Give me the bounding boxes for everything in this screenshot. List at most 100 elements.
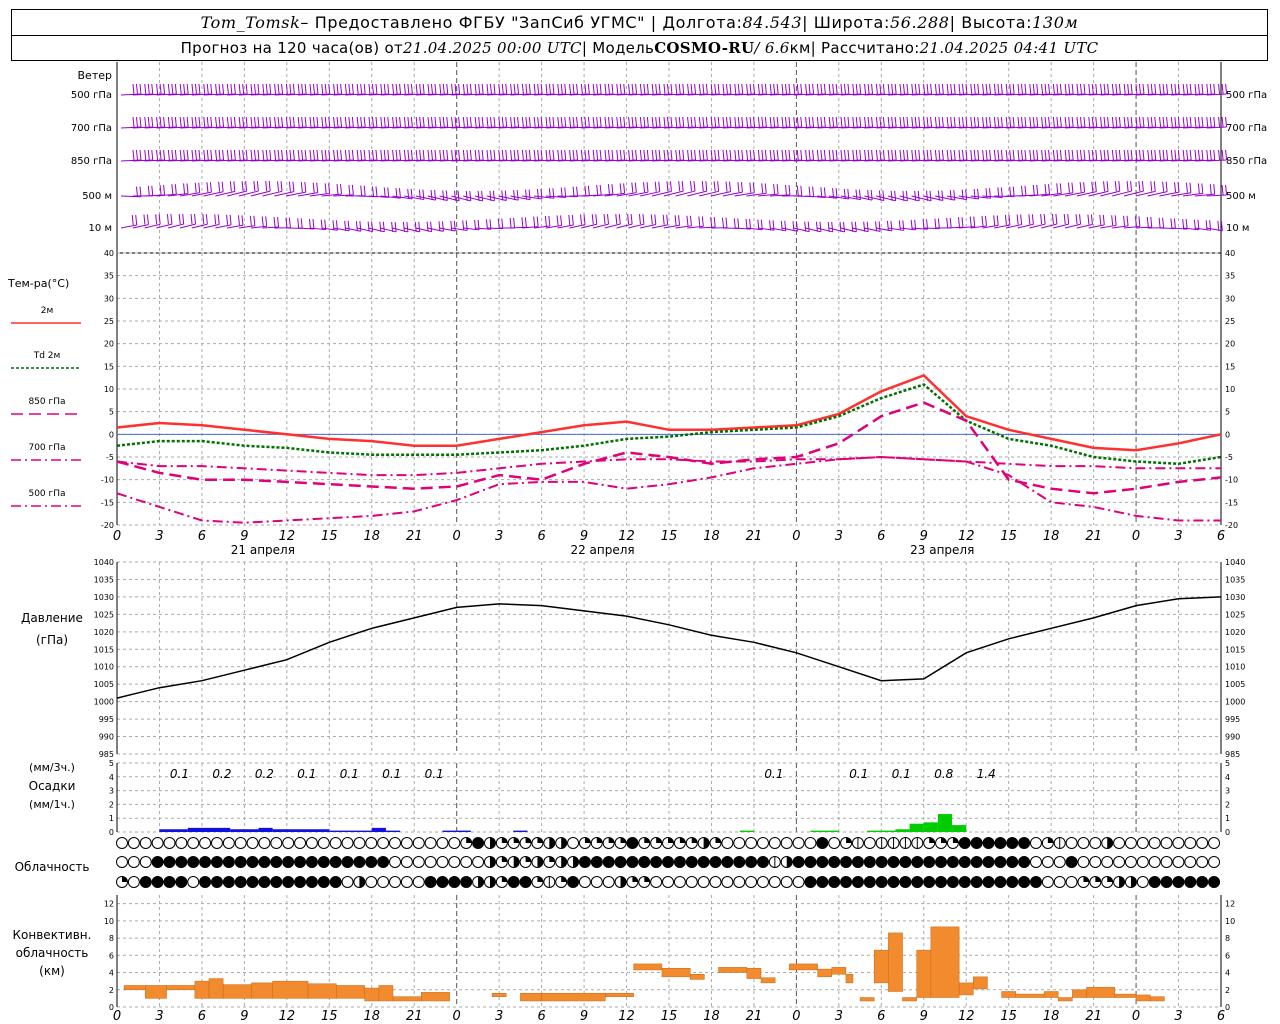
wind-barb-flag bbox=[1213, 184, 1216, 195]
wind-barb bbox=[1088, 190, 1109, 197]
wind-barb-flag bbox=[198, 149, 201, 161]
wind-barb-flag bbox=[1194, 116, 1197, 128]
wind-barb-flag bbox=[297, 116, 300, 128]
conv-x-tick: 18 bbox=[703, 1009, 720, 1024]
legend-label: 500 гПа bbox=[28, 489, 65, 499]
wind-barb-flag bbox=[1159, 83, 1162, 95]
wind-barb-flag bbox=[469, 149, 472, 161]
wind-barb-flag bbox=[262, 116, 265, 128]
wind-barb-flag bbox=[1064, 149, 1067, 161]
wind-barb-flag bbox=[1162, 217, 1165, 228]
cloud-symbol bbox=[400, 856, 413, 868]
wind-barb-flag bbox=[823, 83, 826, 95]
wind-barb-flag bbox=[297, 149, 300, 161]
wind-barb-flag bbox=[1197, 83, 1200, 95]
wind-barb-flag bbox=[937, 190, 940, 201]
precip-label: 0.1 bbox=[340, 767, 359, 781]
conv-ylabel: облачность bbox=[16, 946, 89, 960]
wind-barb-flag bbox=[194, 182, 197, 193]
wind-barb-flag bbox=[481, 83, 484, 95]
wind-barb-flag bbox=[465, 190, 468, 201]
wind-barb-flag bbox=[489, 83, 492, 95]
wind-barb bbox=[404, 126, 425, 129]
wind-barb-flag bbox=[245, 149, 248, 161]
wind-barb-flag bbox=[324, 116, 327, 128]
wind-barb-flag bbox=[784, 116, 787, 128]
wind-barb bbox=[1112, 225, 1129, 229]
conv-tick-left: 10 bbox=[104, 917, 114, 926]
wind-barb-flag bbox=[131, 214, 134, 226]
convective-bar bbox=[873, 949, 889, 984]
wind-barb-flag bbox=[528, 189, 531, 200]
convective-bar bbox=[689, 974, 705, 980]
wind-barb-flag bbox=[265, 216, 268, 227]
wind-barb-flag bbox=[864, 116, 867, 128]
wind-barb-flag bbox=[203, 116, 206, 128]
wind-barb-flag bbox=[462, 149, 465, 161]
cloud-symbol-fill bbox=[804, 876, 816, 888]
wind-barb-flag bbox=[422, 83, 425, 95]
wind-barb-flag bbox=[1000, 116, 1003, 128]
wind-barb bbox=[923, 93, 944, 96]
wind-barb-flag bbox=[615, 213, 618, 225]
wind-barb-flag bbox=[977, 188, 980, 200]
wind-barb-flag bbox=[1056, 149, 1059, 161]
wind-barb bbox=[628, 126, 649, 129]
wind-barb-flag bbox=[557, 83, 560, 95]
wind-barb-flag bbox=[1138, 181, 1141, 192]
precip-bar bbox=[272, 829, 301, 832]
wind-barb bbox=[1029, 93, 1050, 96]
pressure-tick-right: 1005 bbox=[1225, 680, 1245, 689]
temp-series-line bbox=[116, 373, 1222, 452]
temp-x-tick: 9 bbox=[580, 529, 588, 544]
cloud-symbol-fill bbox=[846, 837, 852, 843]
wind-barb-flag bbox=[430, 149, 433, 161]
cloud-symbol-fill bbox=[668, 837, 674, 843]
wind-barb-flag bbox=[894, 83, 897, 95]
wind-barb bbox=[439, 227, 456, 232]
wind-level-label-right: 850 гПа bbox=[1226, 156, 1267, 167]
wind-barb bbox=[592, 223, 609, 229]
wind-barb-flag bbox=[525, 116, 528, 128]
wind-barb-flag bbox=[906, 83, 909, 95]
wind-barb-flag bbox=[611, 83, 614, 95]
wind-barb-flag bbox=[206, 182, 209, 193]
wind-barb-flag bbox=[941, 190, 944, 201]
cloud-symbol-fill bbox=[330, 876, 342, 888]
wind-barb-flag bbox=[898, 220, 901, 231]
wind-barb-flag bbox=[1170, 218, 1173, 229]
wind-barb-flag bbox=[808, 116, 811, 128]
wind-barb bbox=[1194, 93, 1215, 96]
wind-barb-flag bbox=[823, 149, 826, 161]
precip-label: 0.1 bbox=[382, 767, 401, 781]
wind-barb-flag bbox=[576, 116, 579, 128]
wind-barb-flag bbox=[1095, 83, 1098, 95]
wind-barb-flag bbox=[587, 149, 590, 161]
model-resolution: / 6.6 bbox=[754, 39, 790, 57]
wind-barb-flag bbox=[505, 83, 508, 95]
temp-tick-left: 25 bbox=[104, 317, 114, 326]
wind-barb bbox=[1171, 159, 1192, 162]
wind-barb-flag bbox=[132, 83, 135, 95]
wind-barb-flag bbox=[761, 149, 764, 161]
temp-series-line bbox=[116, 455, 1221, 477]
wind-barb-flag bbox=[840, 149, 843, 161]
wind-barb-flag bbox=[356, 83, 359, 95]
wind-barb-flag bbox=[734, 149, 737, 161]
wind-barb bbox=[758, 193, 779, 197]
cloud-symbol bbox=[139, 856, 152, 868]
wind-level-label: 500 м bbox=[82, 191, 112, 202]
wind-barb bbox=[356, 93, 377, 96]
wind-barb bbox=[191, 126, 212, 129]
precip-label: 0.2 bbox=[255, 767, 274, 781]
conv-x-tick: 15 bbox=[1000, 1009, 1017, 1024]
wind-barb-flag bbox=[961, 116, 964, 128]
wind-barb bbox=[1005, 224, 1022, 229]
wind-barb bbox=[793, 227, 810, 233]
cloud-symbol bbox=[127, 876, 140, 888]
wind-barb-flag bbox=[702, 83, 705, 95]
temp-x-tick: 18 bbox=[363, 529, 380, 544]
wind-barb bbox=[274, 126, 295, 129]
precip-tick-left: 0 bbox=[109, 828, 114, 837]
wind-barb-flag bbox=[458, 149, 461, 161]
